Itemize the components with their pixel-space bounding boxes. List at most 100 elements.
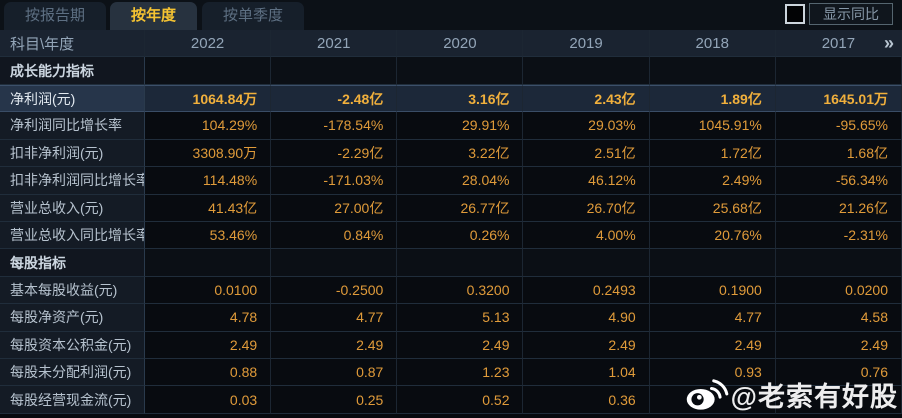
- cell-value: [145, 57, 272, 85]
- cell-value: 4.78: [145, 304, 272, 332]
- table-header-row: 科目\年度 2022 2021 2020 2019 2018 2017»: [0, 30, 902, 58]
- row-label: 每股资本公积金(元): [0, 331, 145, 360]
- table-row[interactable]: 每股资本公积金(元) 2.49 2.49 2.49 2.49 2.49 2.49: [0, 331, 902, 360]
- cell-value: [523, 57, 650, 85]
- cell-value: 4.77: [649, 304, 776, 332]
- table-row[interactable]: 扣非净利润(元) 3308.90万 -2.29亿 3.22亿 2.51亿 1.72亿 1.6…: [0, 139, 902, 168]
- cell-value: 0.3200: [397, 276, 524, 305]
- cell-value: 0.88: [145, 359, 272, 387]
- cell-value: 1.04: [523, 359, 650, 387]
- cell-value: -2.48亿: [271, 84, 398, 113]
- cell-value: 21.26亿: [775, 194, 902, 222]
- table-row[interactable]: 营业总收入(元) 41.43亿 27.00亿 26.77亿 26.70亿 25.68亿 21…: [0, 194, 902, 222]
- table-row[interactable]: 扣非净利润同比增长率 114.48% -171.03% 28.04% 46.12% 2.4…: [0, 167, 902, 195]
- cell-value: 1.72亿: [649, 139, 776, 168]
- cell-value: 4.90: [523, 304, 650, 332]
- cell-value: 1045.91%: [649, 112, 776, 140]
- cell-value: 1.68亿: [775, 139, 902, 168]
- cell-value: -95.65%: [775, 112, 902, 140]
- cell-value: 0.76: [775, 359, 902, 387]
- cell-value: 1.23: [397, 359, 524, 387]
- row-label: 净利润(元): [0, 84, 145, 113]
- row-label: 成长能力指标: [0, 57, 145, 85]
- show-yoy-checkbox[interactable]: [785, 4, 805, 24]
- table-row[interactable]: 基本每股收益(元) 0.0100 -0.2500 0.3200 0.2493 0.1900…: [0, 276, 902, 305]
- section-row: 成长能力指标: [0, 57, 902, 85]
- cell-value: 114.48%: [145, 167, 272, 195]
- cell-value: [649, 249, 776, 277]
- tab-by-year[interactable]: 按年度: [110, 2, 198, 30]
- cell-value: 20.76%: [649, 221, 776, 250]
- cell-value: [649, 386, 776, 414]
- cell-value: -178.54%: [271, 112, 398, 140]
- cell-value: 46.12%: [523, 167, 650, 195]
- cell-value: 0.25: [271, 386, 398, 414]
- cell-value: 29.03%: [523, 112, 650, 140]
- cell-value: [397, 57, 524, 85]
- year-header-2020: 2020: [397, 30, 524, 58]
- cell-value: 2.49: [271, 331, 398, 360]
- cell-value: [523, 249, 650, 277]
- cell-value: 4.58: [775, 304, 902, 332]
- cell-value: 3.22亿: [397, 139, 524, 168]
- cell-value: [145, 249, 272, 277]
- cell-value: -2.29亿: [271, 139, 398, 168]
- cell-value: [649, 57, 776, 85]
- row-label: 扣非净利润同比增长率: [0, 167, 145, 195]
- cell-value: 3308.90万: [145, 139, 272, 168]
- cell-value: 0.93: [649, 359, 776, 387]
- cell-value: 4.00%: [523, 221, 650, 250]
- row-label: 每股净资产(元): [0, 304, 145, 332]
- cell-value: 0.87: [271, 359, 398, 387]
- corner-header: 科目\年度: [0, 30, 145, 58]
- cell-value: 26.77亿: [397, 194, 524, 222]
- cell-value: 27.00亿: [271, 194, 398, 222]
- cell-value: 2.49: [775, 331, 902, 360]
- more-years-chevron-icon[interactable]: »: [883, 33, 894, 54]
- row-label: 净利润同比增长率: [0, 112, 145, 140]
- cell-value: 0.0200: [775, 276, 902, 305]
- row-label: 营业总收入(元): [0, 194, 145, 222]
- cell-value: [271, 249, 398, 277]
- year-header-2018: 2018: [649, 30, 776, 58]
- financial-table: 科目\年度 2022 2021 2020 2019 2018 2017» 成长能力指标 净利润(…: [0, 30, 902, 414]
- cell-value: [271, 57, 398, 85]
- period-tab-bar: 按报告期 按年度 按单季度 显示同比: [0, 0, 902, 30]
- cell-value: 2.49%: [649, 167, 776, 195]
- table-row[interactable]: 每股经营现金流(元) 0.03 0.25 0.52 0.36: [0, 386, 902, 414]
- cell-value: 41.43亿: [145, 194, 272, 222]
- cell-value: 1.89亿: [649, 84, 776, 113]
- cell-value: -2.31%: [775, 221, 902, 250]
- table-row[interactable]: 净利润(元) 1064.84万 -2.48亿 3.16亿 2.43亿 1.89亿 1645.…: [0, 84, 902, 113]
- cell-value: 0.84%: [271, 221, 398, 250]
- cell-value: 28.04%: [397, 167, 524, 195]
- table-row[interactable]: 营业总收入同比增长率 53.46% 0.84% 0.26% 4.00% 20.76% -2.…: [0, 221, 902, 250]
- year-header-2021: 2021: [271, 30, 398, 58]
- show-yoy-button[interactable]: 显示同比: [809, 3, 893, 25]
- cell-value: 5.13: [397, 304, 524, 332]
- row-label: 每股经营现金流(元): [0, 386, 145, 414]
- cell-value: [775, 57, 902, 85]
- cell-value: [775, 386, 902, 414]
- table-row[interactable]: 每股净资产(元) 4.78 4.77 5.13 4.90 4.77 4.58: [0, 304, 902, 332]
- tab-by-quarter[interactable]: 按单季度: [202, 2, 305, 30]
- cell-value: [397, 249, 524, 277]
- cell-value: 0.03: [145, 386, 272, 414]
- cell-value: 2.49: [397, 331, 524, 360]
- cell-value: 2.49: [145, 331, 272, 360]
- row-label: 营业总收入同比增长率: [0, 221, 145, 250]
- row-label: 每股未分配利润(元): [0, 359, 145, 387]
- cell-value: 104.29%: [145, 112, 272, 140]
- cell-value: 0.52: [397, 386, 524, 414]
- cell-value: 2.49: [523, 331, 650, 360]
- year-header-2017: 2017»: [775, 30, 902, 58]
- table-row[interactable]: 净利润同比增长率 104.29% -178.54% 29.91% 29.03% 1045.…: [0, 112, 902, 140]
- cell-value: 2.51亿: [523, 139, 650, 168]
- cell-value: -171.03%: [271, 167, 398, 195]
- row-label: 扣非净利润(元): [0, 139, 145, 168]
- year-header-2022: 2022: [145, 30, 272, 58]
- tab-by-report-period[interactable]: 按报告期: [4, 2, 107, 30]
- table-row[interactable]: 每股未分配利润(元) 0.88 0.87 1.23 1.04 0.93 0.76: [0, 359, 902, 387]
- cell-value: 2.49: [649, 331, 776, 360]
- section-row: 每股指标: [0, 249, 902, 277]
